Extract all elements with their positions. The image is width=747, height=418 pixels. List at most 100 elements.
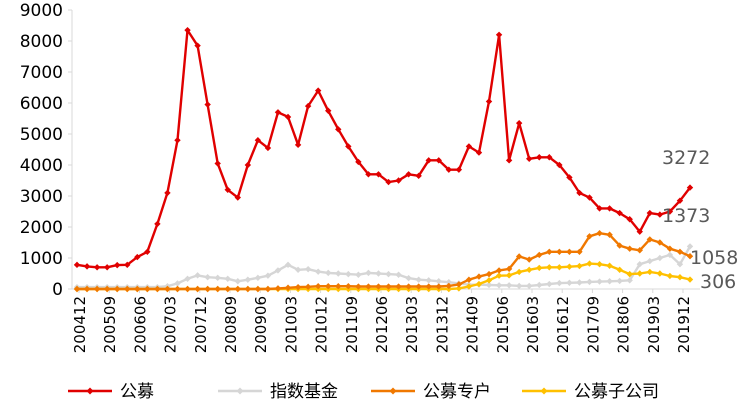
- data-point: [526, 256, 533, 263]
- data-point: [335, 283, 342, 290]
- data-point: [204, 285, 211, 293]
- data-point: [495, 31, 503, 38]
- data-point: [536, 281, 543, 289]
- x-tick-label: 200809: [222, 296, 240, 353]
- legend-label: 公募专户: [423, 382, 491, 402]
- data-point: [164, 189, 171, 197]
- x-tick-label: 200703: [162, 296, 180, 353]
- data-point: [546, 280, 553, 288]
- data-point: [666, 272, 674, 280]
- y-axis: 0 1000 2000 3000 4000 5000 6000 7000 8000 9000: [20, 1, 73, 300]
- data-point: [686, 243, 694, 250]
- series-0: [73, 26, 694, 271]
- data-point: [415, 283, 422, 290]
- data-point: [325, 283, 332, 290]
- legend-item: 公募子公司: [522, 382, 659, 402]
- end-value-label: 306: [700, 271, 736, 293]
- data-point: [184, 26, 191, 34]
- y-tick-label: 6000: [20, 94, 63, 114]
- data-point: [144, 285, 151, 293]
- data-point: [335, 270, 342, 277]
- data-point: [686, 184, 694, 191]
- data-point: [415, 276, 422, 283]
- data-point: [355, 283, 362, 290]
- data-point: [294, 141, 302, 149]
- data-point: [656, 211, 664, 218]
- data-point: [204, 101, 211, 108]
- data-point: [425, 277, 432, 284]
- data-point: [83, 285, 91, 293]
- data-point: [656, 270, 664, 277]
- data-point: [435, 278, 442, 285]
- data-point: [556, 264, 563, 271]
- y-tick-label: 8000: [20, 32, 63, 52]
- data-point: [284, 113, 292, 121]
- data-point: [425, 157, 432, 164]
- data-point: [154, 220, 161, 228]
- data-point: [325, 269, 332, 277]
- data-point: [425, 283, 432, 290]
- data-point: [314, 87, 322, 94]
- data-point: [656, 254, 664, 262]
- data-point: [124, 261, 131, 269]
- data-point: [586, 233, 593, 240]
- legend-label: 指数基金: [270, 382, 338, 402]
- data-point: [646, 236, 654, 243]
- legend-swatch-marker: [389, 387, 397, 395]
- data-point: [576, 279, 583, 286]
- data-point: [536, 251, 543, 259]
- data-point: [395, 283, 402, 290]
- data-point: [686, 253, 694, 260]
- data-point: [405, 171, 412, 178]
- data-point: [345, 283, 352, 290]
- y-tick-label: 5000: [20, 125, 63, 145]
- data-point: [124, 285, 131, 293]
- data-point: [485, 277, 493, 284]
- x-tick-label: 201806: [615, 296, 633, 353]
- legend-item: 公募专户: [371, 382, 491, 402]
- y-tick-label: 0: [52, 280, 63, 300]
- data-point: [304, 102, 312, 110]
- x-tick-label: 201506: [494, 296, 512, 353]
- end-value-label: 1058: [690, 247, 738, 269]
- data-point: [113, 261, 121, 269]
- data-point: [626, 216, 633, 223]
- data-point: [445, 282, 453, 290]
- data-point: [103, 264, 111, 271]
- x-tick-label: 201409: [464, 296, 482, 353]
- data-point: [596, 261, 603, 268]
- data-point: [144, 248, 151, 255]
- data-point: [465, 143, 473, 150]
- series-2: [73, 230, 694, 293]
- data-point: [546, 264, 553, 271]
- data-point: [385, 283, 392, 290]
- data-point: [636, 247, 643, 254]
- data-point: [666, 245, 674, 252]
- data-point: [566, 279, 573, 286]
- data-point: [314, 283, 322, 290]
- data-point: [274, 285, 282, 292]
- data-point: [495, 267, 503, 274]
- data-point: [455, 281, 463, 288]
- legend-label: 公募子公司: [574, 382, 659, 402]
- data-point: [495, 272, 503, 279]
- data-point: [586, 278, 593, 286]
- data-point: [566, 263, 573, 270]
- x-tick-label: 200712: [192, 296, 210, 353]
- data-point: [536, 154, 543, 161]
- data-point: [174, 137, 181, 144]
- data-point: [646, 209, 654, 217]
- y-tick-label: 4000: [20, 156, 63, 176]
- data-point: [546, 154, 553, 161]
- data-point: [355, 158, 362, 166]
- data-point: [445, 166, 453, 173]
- data-point: [294, 266, 302, 273]
- data-point: [636, 270, 643, 277]
- data-point: [465, 283, 473, 290]
- data-point: [234, 278, 241, 285]
- x-tick-label: 201109: [343, 296, 361, 353]
- data-point: [646, 268, 654, 276]
- data-point: [526, 155, 533, 162]
